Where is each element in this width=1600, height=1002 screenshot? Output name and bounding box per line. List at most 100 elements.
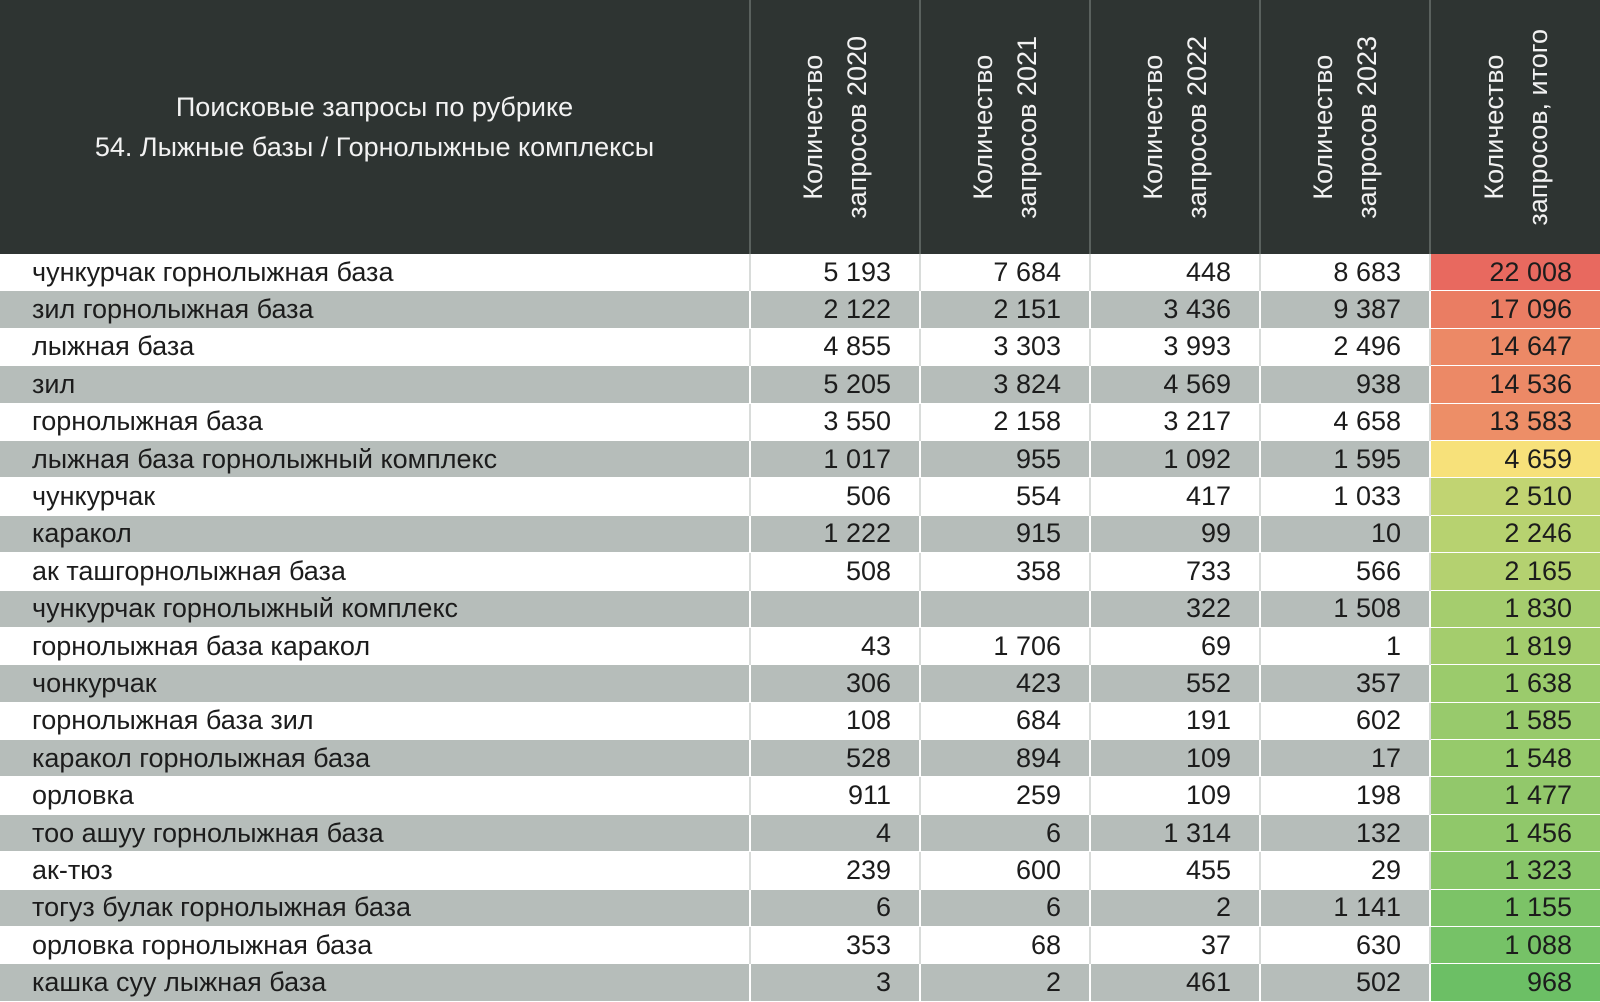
value-cell-2022: 3 217 xyxy=(1090,403,1261,441)
value-cell-2023: 357 xyxy=(1260,664,1431,703)
value-cell-2020: 4 xyxy=(750,814,921,853)
table-row: зил 5 205 3 824 4 569 938 14 536 xyxy=(0,365,1600,404)
column-header-2023: Количество запросов 2023 xyxy=(1260,0,1431,254)
total-cell: 1 638 xyxy=(1430,664,1600,703)
table-row: лыжная база 4 855 3 303 3 993 2 496 14 647 xyxy=(0,328,1600,367)
table-row: горнолыжная база каракол 43 1 706 69 1 1 819 xyxy=(0,627,1600,666)
value-cell-2023: 198 xyxy=(1260,776,1431,815)
table-row: зил горнолыжная база 2 122 2 151 3 436 9 387… xyxy=(0,290,1600,329)
value-cell-2022: 3 436 xyxy=(1090,290,1261,329)
query-cell: чункурчак горнолыжная база xyxy=(0,254,751,292)
value-cell-2021: 3 303 xyxy=(920,328,1091,367)
value-cell-2021: 2 151 xyxy=(920,290,1091,329)
column-header-line2: запросов, итого xyxy=(1522,28,1553,226)
value-cell-2021: 894 xyxy=(920,739,1091,778)
column-header-line1: Количество xyxy=(1478,54,1509,200)
value-cell-2020: 108 xyxy=(750,702,921,741)
table-title-line2: 54. Лыжные базы / Горнолыжные комплексы xyxy=(94,132,655,162)
header-row: Поисковые запросы по рубрике 54. Лыжные … xyxy=(0,0,1600,254)
value-cell-2023: 2 496 xyxy=(1260,328,1431,367)
value-cell-2022: 99 xyxy=(1090,515,1261,554)
value-cell-2023: 630 xyxy=(1260,926,1431,965)
value-cell-2021: 554 xyxy=(920,477,1091,516)
value-cell-2023: 4 658 xyxy=(1260,403,1431,441)
value-cell-2023: 10 xyxy=(1260,515,1431,554)
table-row: лыжная база горнолыжный комплекс 1 017 955… xyxy=(0,440,1600,479)
table-body: чункурчак горнолыжная база 5 193 7 684 448 8… xyxy=(0,254,1600,1002)
query-cell: чункурчак xyxy=(0,477,751,516)
total-cell: 22 008 xyxy=(1430,254,1600,292)
column-header-2020: Количество запросов 2020 xyxy=(750,0,921,254)
total-cell: 4 659 xyxy=(1430,440,1600,479)
value-cell-2023: 1 595 xyxy=(1260,440,1431,479)
query-cell: чункурчак горнолыжный комплекс xyxy=(0,590,751,628)
column-header-line2: запросов 2023 xyxy=(1352,35,1382,219)
query-cell: орловка горнолыжная база xyxy=(0,926,751,965)
query-cell: горнолыжная база зил xyxy=(0,702,751,741)
value-cell-2020: 3 xyxy=(750,963,921,1002)
value-cell-2020: 506 xyxy=(750,477,921,516)
value-cell-2021: 423 xyxy=(920,664,1091,703)
value-cell-2021: 955 xyxy=(920,440,1091,479)
table-row: чункурчак 506 554 417 1 033 2 510 xyxy=(0,477,1600,516)
table-row: тогуз булак горнолыжная база 6 6 2 1 141 1 15… xyxy=(0,889,1600,928)
query-cell: орловка xyxy=(0,776,751,815)
value-cell-2021: 2 158 xyxy=(920,403,1091,441)
value-cell-2020: 353 xyxy=(750,926,921,965)
value-cell-2020: 3 550 xyxy=(750,403,921,441)
value-cell-2020: 306 xyxy=(750,664,921,703)
table-row: тоо ашуу горнолыжная база 4 6 1 314 132 1 456 xyxy=(0,814,1600,853)
value-cell-2023: 9 387 xyxy=(1260,290,1431,329)
value-cell-2023: 132 xyxy=(1260,814,1431,853)
total-cell: 14 647 xyxy=(1430,328,1600,367)
total-cell: 1 548 xyxy=(1430,739,1600,778)
value-cell-2022: 1 314 xyxy=(1090,814,1261,853)
query-cell: тоо ашуу горнолыжная база xyxy=(0,814,751,853)
value-cell-2023: 8 683 xyxy=(1260,254,1431,292)
value-cell-2023: 566 xyxy=(1260,552,1431,591)
total-cell: 2 510 xyxy=(1430,477,1600,516)
total-cell: 2 165 xyxy=(1430,552,1600,591)
value-cell-2021 xyxy=(920,590,1091,628)
value-cell-2023: 938 xyxy=(1260,365,1431,404)
value-cell-2020: 1 222 xyxy=(750,515,921,554)
value-cell-2023: 1 xyxy=(1260,627,1431,666)
value-cell-2020: 1 017 xyxy=(750,440,921,479)
value-cell-2021: 6 xyxy=(920,889,1091,928)
value-cell-2023: 1 508 xyxy=(1260,590,1431,628)
total-cell: 1 477 xyxy=(1430,776,1600,815)
value-cell-2020: 528 xyxy=(750,739,921,778)
value-cell-2021: 68 xyxy=(920,926,1091,965)
query-cell: горнолыжная база xyxy=(0,403,751,441)
value-cell-2020: 43 xyxy=(750,627,921,666)
value-cell-2022: 2 xyxy=(1090,889,1261,928)
value-cell-2020: 5 205 xyxy=(750,365,921,404)
value-cell-2023: 602 xyxy=(1260,702,1431,741)
total-cell: 1 155 xyxy=(1430,889,1600,928)
value-cell-2022: 191 xyxy=(1090,702,1261,741)
value-cell-2023: 29 xyxy=(1260,851,1431,890)
value-cell-2020: 6 xyxy=(750,889,921,928)
value-cell-2022: 109 xyxy=(1090,739,1261,778)
query-cell: горнолыжная база каракол xyxy=(0,627,751,666)
column-header-line1: Количество xyxy=(968,54,998,200)
value-cell-2021: 3 824 xyxy=(920,365,1091,404)
value-cell-2020 xyxy=(750,590,921,628)
value-cell-2020: 508 xyxy=(750,552,921,591)
query-cell: каракол горнолыжная база xyxy=(0,739,751,778)
value-cell-2021: 358 xyxy=(920,552,1091,591)
value-cell-2022: 455 xyxy=(1090,851,1261,890)
value-cell-2021: 6 xyxy=(920,814,1091,853)
column-header-2021: Количество запросов 2021 xyxy=(920,0,1091,254)
table-row: чункурчак горнолыжная база 5 193 7 684 448 8… xyxy=(0,254,1600,292)
table-row: кашка суу лыжная база 3 2 461 502 968 xyxy=(0,963,1600,1002)
column-header-2022: Количество запросов 2022 xyxy=(1090,0,1261,254)
total-cell: 17 096 xyxy=(1430,290,1600,329)
value-cell-2022: 552 xyxy=(1090,664,1261,703)
query-cell: ак ташгорнолыжная база xyxy=(0,552,751,591)
query-cell: ак-тюз xyxy=(0,851,751,890)
total-cell: 1 088 xyxy=(1430,926,1600,965)
value-cell-2021: 915 xyxy=(920,515,1091,554)
